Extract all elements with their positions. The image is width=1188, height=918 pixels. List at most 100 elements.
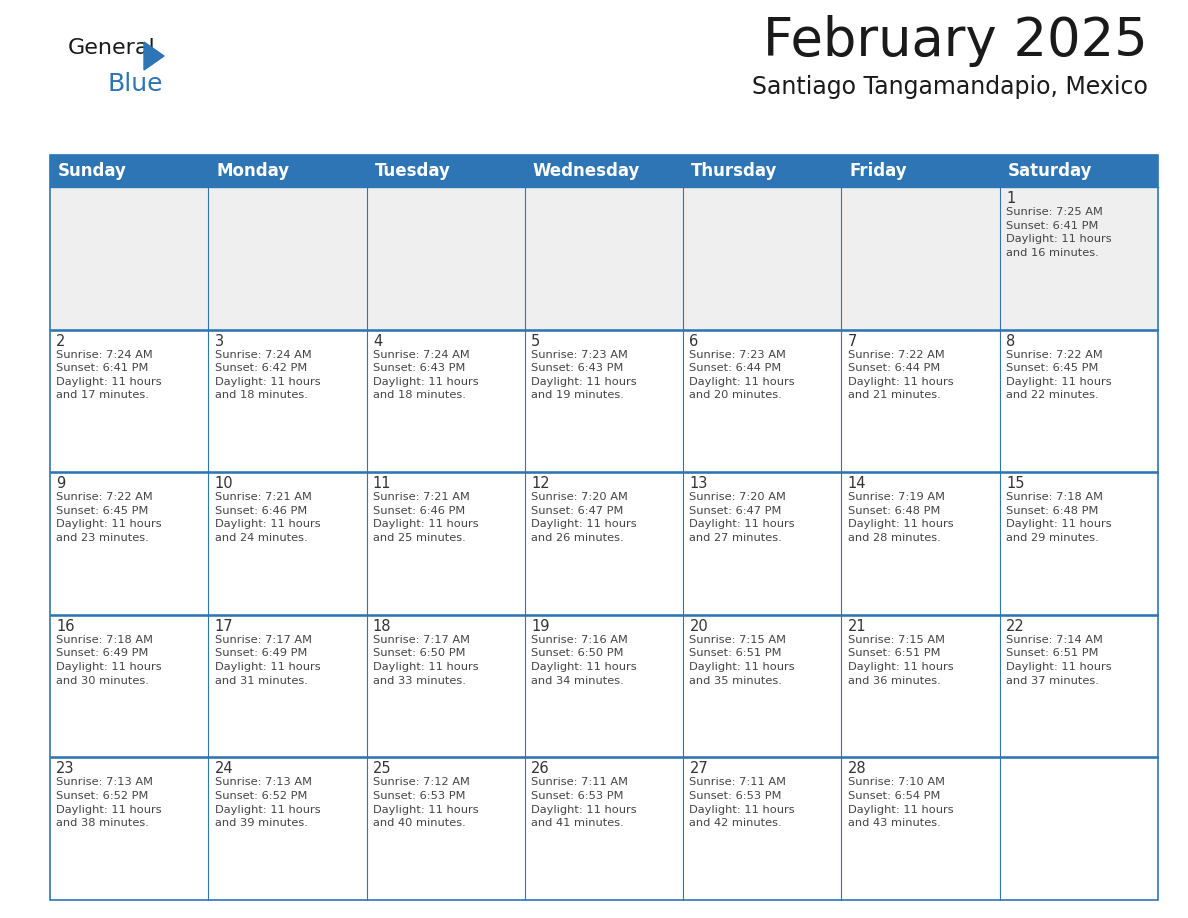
Text: Sunrise: 7:16 AM
Sunset: 6:50 PM
Daylight: 11 hours
and 34 minutes.: Sunrise: 7:16 AM Sunset: 6:50 PM Dayligh… [531,635,637,686]
Text: General: General [68,38,156,58]
Text: 10: 10 [215,476,233,491]
Text: Sunday: Sunday [58,162,127,180]
Text: Sunrise: 7:18 AM
Sunset: 6:49 PM
Daylight: 11 hours
and 30 minutes.: Sunrise: 7:18 AM Sunset: 6:49 PM Dayligh… [56,635,162,686]
Text: Sunrise: 7:11 AM
Sunset: 6:53 PM
Daylight: 11 hours
and 41 minutes.: Sunrise: 7:11 AM Sunset: 6:53 PM Dayligh… [531,778,637,828]
Text: 20: 20 [689,619,708,633]
Text: Sunrise: 7:23 AM
Sunset: 6:43 PM
Daylight: 11 hours
and 19 minutes.: Sunrise: 7:23 AM Sunset: 6:43 PM Dayligh… [531,350,637,400]
Bar [367,757,525,900]
Text: Sunrise: 7:10 AM
Sunset: 6:54 PM
Daylight: 11 hours
and 43 minutes.: Sunrise: 7:10 AM Sunset: 6:54 PM Dayligh… [848,778,954,828]
Text: 13: 13 [689,476,708,491]
Bar [525,187,683,330]
Bar [1000,330,1158,472]
Text: Sunrise: 7:21 AM
Sunset: 6:46 PM
Daylight: 11 hours
and 24 minutes.: Sunrise: 7:21 AM Sunset: 6:46 PM Dayligh… [215,492,321,543]
Bar [50,187,208,330]
Text: Sunrise: 7:15 AM
Sunset: 6:51 PM
Daylight: 11 hours
and 36 minutes.: Sunrise: 7:15 AM Sunset: 6:51 PM Dayligh… [848,635,954,686]
Bar [525,330,683,472]
Text: 19: 19 [531,619,550,633]
Polygon shape [144,42,164,70]
Bar [50,472,208,615]
Bar [841,615,1000,757]
Text: 9: 9 [56,476,65,491]
Bar [525,615,683,757]
Text: 8: 8 [1006,333,1016,349]
Text: Sunrise: 7:13 AM
Sunset: 6:52 PM
Daylight: 11 hours
and 39 minutes.: Sunrise: 7:13 AM Sunset: 6:52 PM Dayligh… [215,778,321,828]
Bar [841,187,1000,330]
Text: 28: 28 [848,761,866,777]
Bar [841,757,1000,900]
Text: 26: 26 [531,761,550,777]
Bar [525,757,683,900]
Text: Sunrise: 7:11 AM
Sunset: 6:53 PM
Daylight: 11 hours
and 42 minutes.: Sunrise: 7:11 AM Sunset: 6:53 PM Dayligh… [689,778,795,828]
Text: Sunrise: 7:18 AM
Sunset: 6:48 PM
Daylight: 11 hours
and 29 minutes.: Sunrise: 7:18 AM Sunset: 6:48 PM Dayligh… [1006,492,1112,543]
Bar [208,155,367,187]
Text: Sunrise: 7:22 AM
Sunset: 6:44 PM
Daylight: 11 hours
and 21 minutes.: Sunrise: 7:22 AM Sunset: 6:44 PM Dayligh… [848,350,954,400]
Bar [367,187,525,330]
Text: 23: 23 [56,761,75,777]
Text: 24: 24 [215,761,233,777]
Bar [367,472,525,615]
Text: February 2025: February 2025 [763,15,1148,67]
Bar [367,615,525,757]
Bar [208,472,367,615]
Bar [683,757,841,900]
Bar [208,330,367,472]
Text: 14: 14 [848,476,866,491]
Text: Sunrise: 7:13 AM
Sunset: 6:52 PM
Daylight: 11 hours
and 38 minutes.: Sunrise: 7:13 AM Sunset: 6:52 PM Dayligh… [56,778,162,828]
Text: 21: 21 [848,619,866,633]
Bar [50,155,208,187]
Text: Sunrise: 7:22 AM
Sunset: 6:45 PM
Daylight: 11 hours
and 23 minutes.: Sunrise: 7:22 AM Sunset: 6:45 PM Dayligh… [56,492,162,543]
Bar [683,155,841,187]
Bar [841,330,1000,472]
Text: Sunrise: 7:24 AM
Sunset: 6:43 PM
Daylight: 11 hours
and 18 minutes.: Sunrise: 7:24 AM Sunset: 6:43 PM Dayligh… [373,350,479,400]
Text: Sunrise: 7:23 AM
Sunset: 6:44 PM
Daylight: 11 hours
and 20 minutes.: Sunrise: 7:23 AM Sunset: 6:44 PM Dayligh… [689,350,795,400]
Text: 11: 11 [373,476,391,491]
Bar [208,615,367,757]
Bar [50,757,208,900]
Text: 2: 2 [56,333,65,349]
Bar [1000,472,1158,615]
Text: 6: 6 [689,333,699,349]
Bar [367,330,525,472]
Text: Monday: Monday [216,162,290,180]
Text: 25: 25 [373,761,392,777]
Text: Sunrise: 7:12 AM
Sunset: 6:53 PM
Daylight: 11 hours
and 40 minutes.: Sunrise: 7:12 AM Sunset: 6:53 PM Dayligh… [373,778,479,828]
Bar [525,155,683,187]
Bar [683,472,841,615]
Text: Tuesday: Tuesday [374,162,450,180]
Bar [50,330,208,472]
Text: 16: 16 [56,619,75,633]
Text: 15: 15 [1006,476,1024,491]
Bar [1000,757,1158,900]
Text: Sunrise: 7:20 AM
Sunset: 6:47 PM
Daylight: 11 hours
and 27 minutes.: Sunrise: 7:20 AM Sunset: 6:47 PM Dayligh… [689,492,795,543]
Bar [1000,615,1158,757]
Text: Sunrise: 7:19 AM
Sunset: 6:48 PM
Daylight: 11 hours
and 28 minutes.: Sunrise: 7:19 AM Sunset: 6:48 PM Dayligh… [848,492,954,543]
Text: 22: 22 [1006,619,1025,633]
Text: Sunrise: 7:17 AM
Sunset: 6:50 PM
Daylight: 11 hours
and 33 minutes.: Sunrise: 7:17 AM Sunset: 6:50 PM Dayligh… [373,635,479,686]
Text: Sunrise: 7:17 AM
Sunset: 6:49 PM
Daylight: 11 hours
and 31 minutes.: Sunrise: 7:17 AM Sunset: 6:49 PM Dayligh… [215,635,321,686]
Text: Wednesday: Wednesday [532,162,640,180]
Text: Sunrise: 7:14 AM
Sunset: 6:51 PM
Daylight: 11 hours
and 37 minutes.: Sunrise: 7:14 AM Sunset: 6:51 PM Dayligh… [1006,635,1112,686]
Text: Sunrise: 7:25 AM
Sunset: 6:41 PM
Daylight: 11 hours
and 16 minutes.: Sunrise: 7:25 AM Sunset: 6:41 PM Dayligh… [1006,207,1112,258]
Bar [50,615,208,757]
Text: 18: 18 [373,619,391,633]
Text: Santiago Tangamandapio, Mexico: Santiago Tangamandapio, Mexico [752,75,1148,99]
Text: Sunrise: 7:20 AM
Sunset: 6:47 PM
Daylight: 11 hours
and 26 minutes.: Sunrise: 7:20 AM Sunset: 6:47 PM Dayligh… [531,492,637,543]
Text: Sunrise: 7:22 AM
Sunset: 6:45 PM
Daylight: 11 hours
and 22 minutes.: Sunrise: 7:22 AM Sunset: 6:45 PM Dayligh… [1006,350,1112,400]
Bar [683,187,841,330]
Text: Thursday: Thursday [691,162,777,180]
Bar [841,472,1000,615]
Bar [683,330,841,472]
Text: 12: 12 [531,476,550,491]
Bar [841,155,1000,187]
Bar [1000,187,1158,330]
Text: 3: 3 [215,333,223,349]
Text: Friday: Friday [849,162,906,180]
Bar [208,187,367,330]
Bar [208,757,367,900]
Text: Sunrise: 7:15 AM
Sunset: 6:51 PM
Daylight: 11 hours
and 35 minutes.: Sunrise: 7:15 AM Sunset: 6:51 PM Dayligh… [689,635,795,686]
Text: 5: 5 [531,333,541,349]
Bar [683,615,841,757]
Text: Sunrise: 7:21 AM
Sunset: 6:46 PM
Daylight: 11 hours
and 25 minutes.: Sunrise: 7:21 AM Sunset: 6:46 PM Dayligh… [373,492,479,543]
Text: Saturday: Saturday [1007,162,1092,180]
Text: Sunrise: 7:24 AM
Sunset: 6:41 PM
Daylight: 11 hours
and 17 minutes.: Sunrise: 7:24 AM Sunset: 6:41 PM Dayligh… [56,350,162,400]
